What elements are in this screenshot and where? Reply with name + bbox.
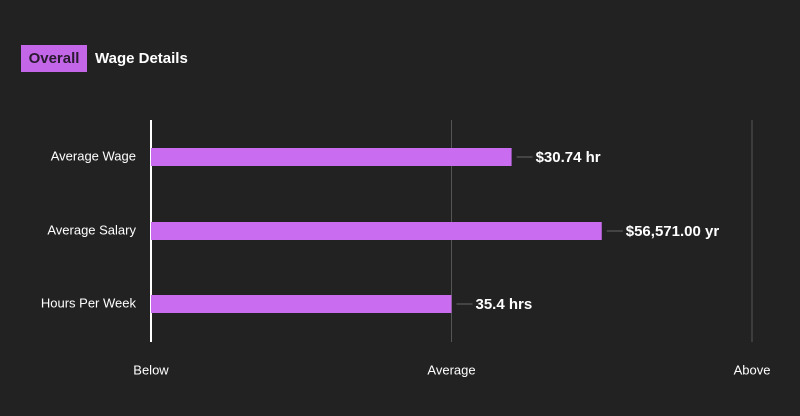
y-tick-label: Average Wage	[51, 148, 136, 163]
y-tick-label: Average Salary	[47, 222, 136, 237]
x-tick-label: Below	[133, 362, 169, 377]
chart-tag: Overall	[29, 50, 80, 67]
value-label: 35.4 hrs	[476, 296, 533, 313]
bar	[151, 222, 602, 240]
tag-badge	[21, 45, 87, 72]
x-tick-label: Above	[734, 362, 771, 377]
value-label: $56,571.00 yr	[626, 223, 720, 240]
y-tick-label: Hours Per Week	[41, 295, 137, 310]
bar	[151, 295, 452, 313]
chart-title: Wage Details	[95, 50, 188, 67]
bar	[151, 148, 512, 166]
x-tick-label: Average	[427, 362, 475, 377]
value-label: $30.74 hr	[536, 149, 601, 166]
